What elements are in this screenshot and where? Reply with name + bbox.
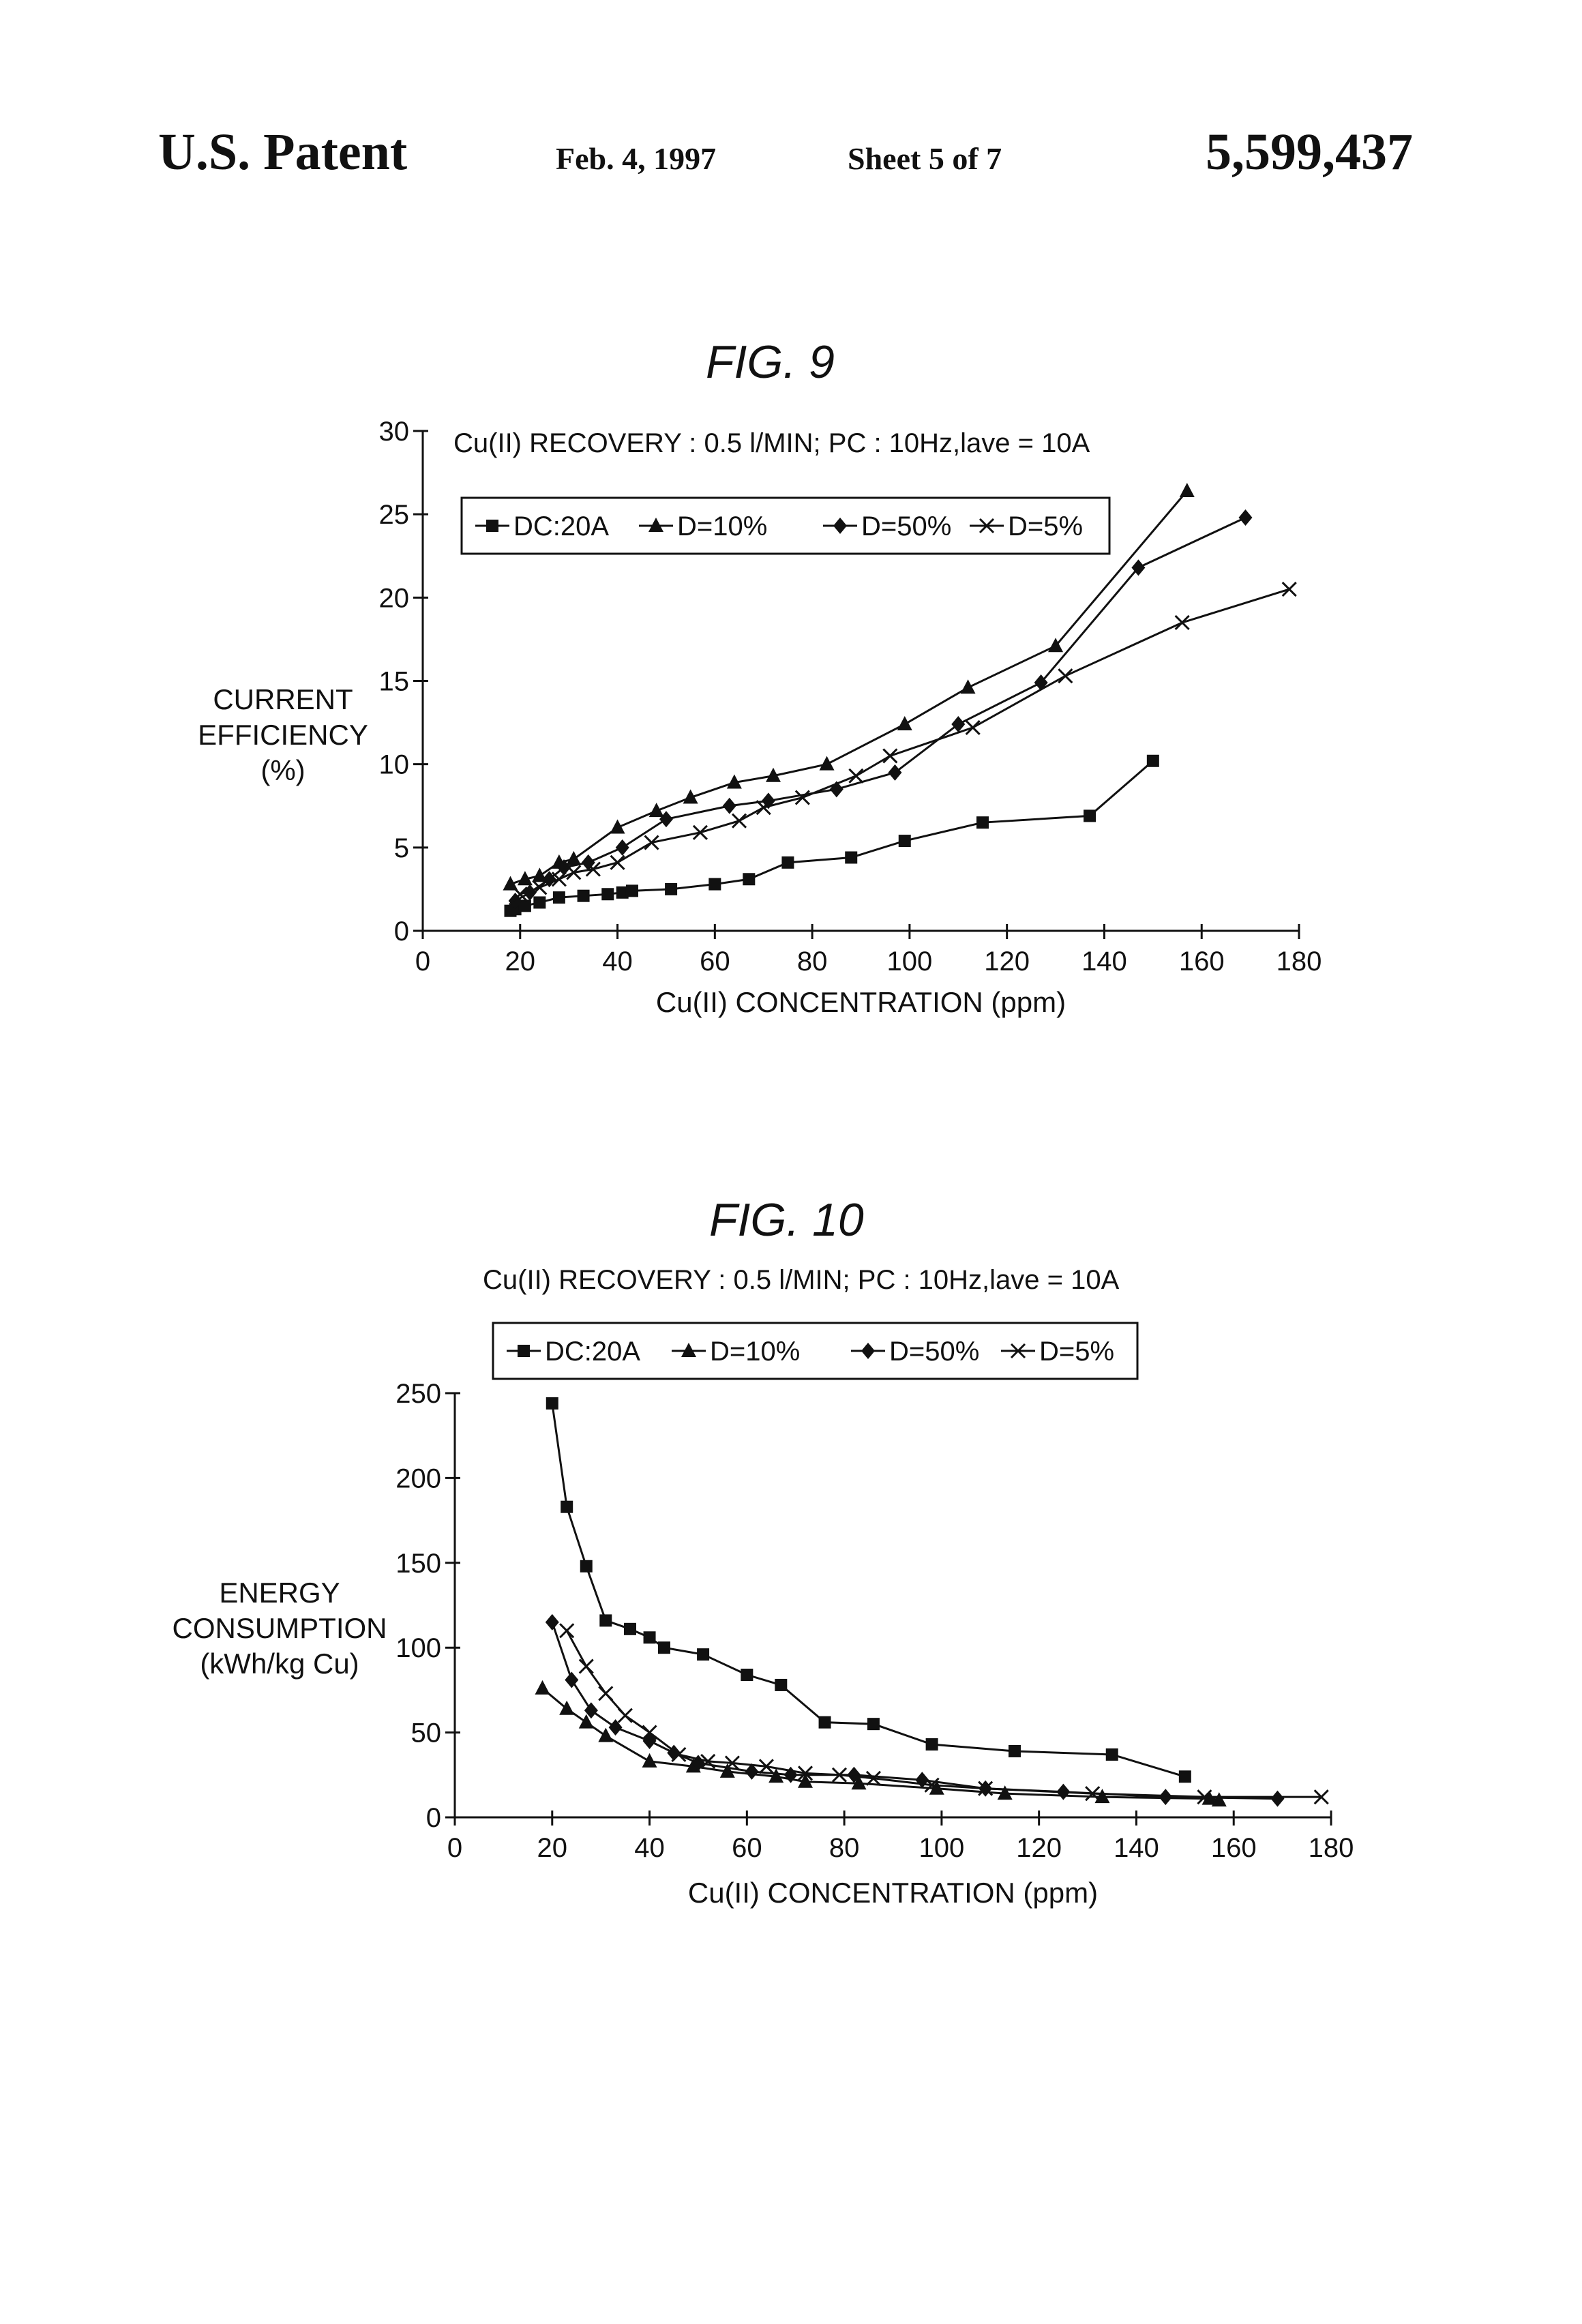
fig10-xtick-label-1: 20 (537, 1833, 568, 1863)
fig10-xtick-label-8: 160 (1211, 1833, 1257, 1863)
fig10-legend-marker-0 (518, 1345, 530, 1357)
fig10-series-3 (560, 1624, 1328, 1804)
fig10-series-0-point-10 (819, 1716, 831, 1729)
fig10-series-3-line (567, 1630, 1322, 1797)
fig10-series-0 (546, 1397, 1191, 1783)
fig10-series-2-point-0 (546, 1614, 559, 1630)
fig10-xtick-label-9: 180 (1309, 1833, 1354, 1863)
fig10-series-0-point-3 (599, 1614, 612, 1626)
fig10-series-0-point-5 (644, 1631, 656, 1643)
fig10-xtick-label-6: 120 (1016, 1833, 1062, 1863)
fig10-series-0-point-0 (546, 1397, 558, 1410)
fig10-series-3-point-0 (560, 1624, 573, 1637)
fig10-ytick-label-1: 50 (411, 1718, 442, 1748)
fig10-series-0-point-6 (658, 1641, 670, 1654)
fig10-series-3-point-3 (618, 1709, 632, 1723)
fig10-series-0-point-9 (775, 1679, 787, 1691)
fig10-series-2-point-13 (1159, 1789, 1172, 1805)
fig10-series-2-point-14 (1270, 1791, 1284, 1807)
fig10-series-0-point-14 (1106, 1748, 1118, 1761)
fig10-ytick-label-0: 0 (426, 1803, 441, 1833)
fig10-legend-label-3: D=5% (1039, 1337, 1114, 1367)
fig10-series-1-point-0 (535, 1680, 550, 1695)
fig10-xtick-label-3: 60 (732, 1833, 762, 1863)
fig10-series-0-point-1 (561, 1501, 573, 1513)
fig10-legend-label-0: DC:20A (545, 1337, 640, 1367)
fig10-xtick-label-2: 40 (634, 1833, 665, 1863)
fig10-xtick-label-7: 140 (1114, 1833, 1159, 1863)
fig10-legend-label-2: D=50% (889, 1337, 979, 1367)
fig10-xtick-label-4: 80 (829, 1833, 860, 1863)
fig10-ytick-label-5: 250 (395, 1379, 441, 1409)
fig10-series-3-point-2 (599, 1686, 612, 1700)
fig10-legend-label-1: D=10% (710, 1337, 800, 1367)
fig10-series-0-point-7 (697, 1648, 709, 1660)
fig10-series-0-point-11 (867, 1718, 880, 1730)
fig10-legend: DC:20A D=10% D=50% D=5% (493, 1323, 1137, 1379)
fig10-series-3-point-1 (580, 1660, 593, 1673)
fig10-series-1-point-1 (559, 1701, 574, 1715)
fig10-series-0-point-15 (1179, 1770, 1191, 1783)
fig10-series-0-point-4 (624, 1623, 636, 1635)
fig10-series-0-point-8 (741, 1669, 753, 1681)
fig10-ytick-label-2: 100 (395, 1633, 441, 1663)
fig10-series-1-point-4 (642, 1753, 657, 1768)
fig10-ytick-label-4: 200 (395, 1463, 441, 1493)
fig10-series-0-point-12 (926, 1738, 938, 1751)
fig10-series-1 (535, 1680, 1227, 1806)
fig10-ytick-label-3: 150 (395, 1549, 441, 1579)
fig10-xtick-label-0: 0 (447, 1833, 462, 1863)
fig10-axes: 0 50 100 150 200 250 0 20 40 60 80 100 120 140 160 180 C… (395, 1379, 1354, 1909)
fig10-series-1-line (543, 1688, 1219, 1800)
fig10-xlabel: Cu(II) CONCENTRATION (ppm) (688, 1877, 1098, 1909)
fig10-series-0-point-13 (1009, 1745, 1021, 1757)
fig10-series-0-point-2 (580, 1560, 593, 1573)
fig10-xtick-label-5: 100 (919, 1833, 965, 1863)
